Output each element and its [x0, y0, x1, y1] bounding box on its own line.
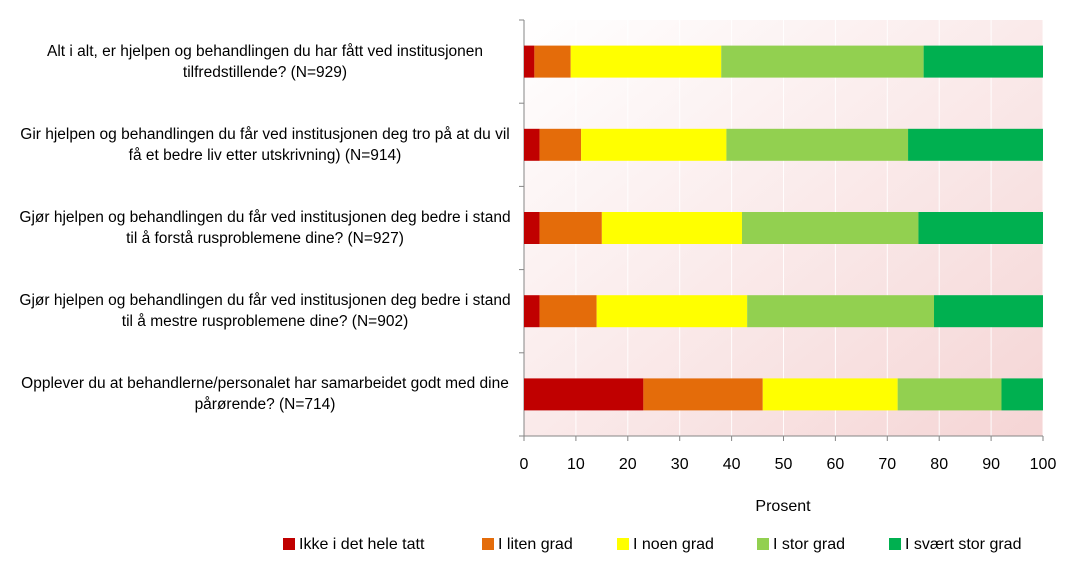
x-tick-label: 40 — [723, 456, 741, 473]
bar-segment — [762, 378, 898, 411]
bar-segment — [524, 128, 540, 161]
bar-segment — [897, 378, 1002, 411]
bar-segment — [1001, 378, 1043, 411]
bar-segment — [539, 128, 582, 161]
x-tick-label: 100 — [1030, 456, 1057, 473]
legend-swatch — [757, 538, 769, 550]
bar-segment — [601, 212, 742, 244]
bar-segment — [923, 45, 1043, 78]
y-tick-label: Gjør hjelpen og behandlingen du får ved … — [19, 292, 511, 331]
bar-segment — [524, 295, 540, 328]
legend-swatch — [617, 538, 629, 550]
bar-segment — [741, 212, 919, 244]
legend-swatch — [889, 538, 901, 550]
x-axis-title: Prosent — [755, 498, 811, 515]
y-tick-label: Opplever du at behandlerne/personalet ha… — [21, 375, 509, 414]
x-tick-label: 50 — [775, 456, 793, 473]
bar-segment — [918, 212, 1043, 244]
bar-segment — [581, 128, 727, 161]
x-tick-label: 20 — [619, 456, 637, 473]
x-tick-label: 90 — [982, 456, 1000, 473]
legend-label: I stor grad — [773, 536, 845, 553]
y-tick-label: Gjør hjelpen og behandlingen du får ved … — [19, 209, 511, 247]
legend-swatch — [283, 538, 295, 550]
y-tick-label: Alt i alt, er hjelpen og behandlingen du… — [46, 42, 484, 81]
bar-segment — [524, 378, 644, 411]
bar-segment — [524, 212, 540, 244]
bar-segment — [570, 45, 722, 78]
x-tick-label: 70 — [878, 456, 896, 473]
legend-label: I liten grad — [498, 536, 573, 553]
bar-segment — [596, 295, 748, 328]
bar-segment — [747, 295, 935, 328]
x-tick-label: 10 — [567, 456, 585, 473]
bar-segment — [534, 45, 571, 78]
x-tick-label: 30 — [671, 456, 689, 473]
bar-segment — [643, 378, 763, 411]
legend-label: I svært stor grad — [905, 536, 1021, 553]
x-tick-label: 80 — [930, 456, 948, 473]
bar-segment — [524, 45, 535, 78]
bar-segment — [539, 295, 597, 328]
legend-label: Ikke i det hele tatt — [299, 536, 425, 553]
bar-segment — [908, 128, 1043, 161]
bar-segment — [539, 212, 602, 244]
x-tick-label: 0 — [520, 456, 529, 473]
x-tick-label: 60 — [827, 456, 845, 473]
bar-segment — [934, 295, 1043, 328]
legend-swatch — [482, 538, 494, 550]
bar-segment — [721, 45, 924, 78]
y-tick-label: Gir hjelpen og behandlingen du får ved i… — [20, 125, 510, 164]
legend-label: I noen grad — [633, 536, 714, 553]
bar-segment — [726, 128, 909, 161]
